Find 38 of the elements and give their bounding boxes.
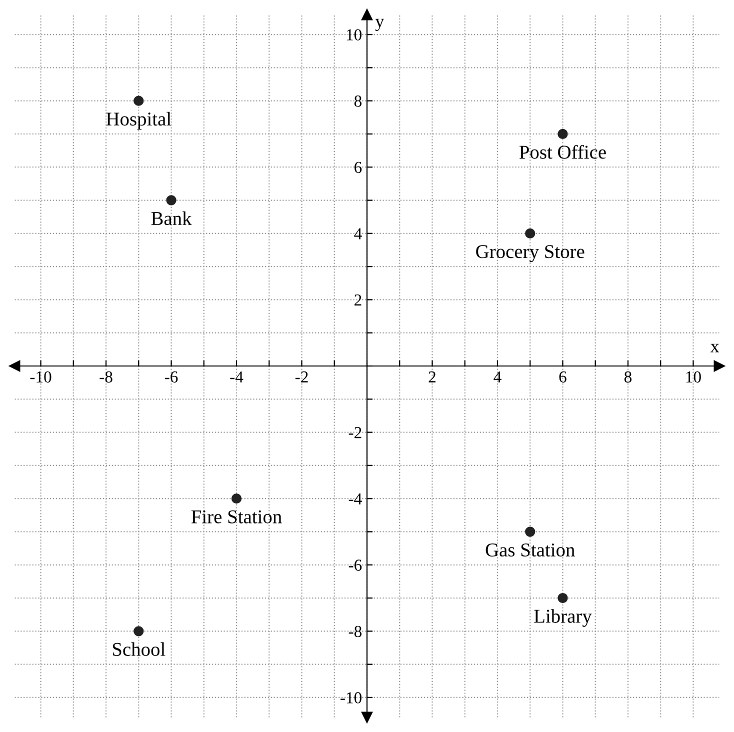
annotation: Bank xyxy=(151,211,192,226)
point xyxy=(166,195,176,206)
x-tick-label: 2 xyxy=(428,371,436,382)
point xyxy=(134,626,144,636)
x-tick-label: -4 xyxy=(230,371,244,382)
y-axis-title: y xyxy=(375,18,384,32)
y-tick-label: 10 xyxy=(346,29,362,40)
annotation: Fire Station xyxy=(191,510,282,524)
annotation: Gas Station xyxy=(486,543,575,557)
x-tick-label: 8 xyxy=(624,371,632,383)
point xyxy=(558,128,568,140)
y-tick-label: 6 xyxy=(354,162,362,174)
y-tick-label: 8 xyxy=(354,96,362,107)
annotation: School xyxy=(112,642,166,656)
x-tick-label: -8 xyxy=(100,371,112,383)
y-tick-label: -10 xyxy=(340,692,362,704)
x-tick-label: 4 xyxy=(494,371,502,382)
y-tick-label: -6 xyxy=(348,560,362,571)
point xyxy=(134,96,144,106)
y-tick-label: 4 xyxy=(354,228,362,240)
point xyxy=(231,494,242,504)
y-tick-label: 2 xyxy=(354,294,362,306)
x-tick-label: 10 xyxy=(686,371,701,383)
annotation: Hospital xyxy=(106,112,172,130)
x-tick-label: 6 xyxy=(559,371,566,383)
x-tick-label: -6 xyxy=(164,371,178,383)
point xyxy=(558,592,568,604)
y-tick-label: -2 xyxy=(348,427,362,438)
x-tick-label: -2 xyxy=(295,371,308,382)
annotation: Grocery Store xyxy=(476,245,584,262)
x-axis-title: x xyxy=(710,344,720,352)
y-tick-label: -8 xyxy=(348,626,362,638)
annotation: Post Office xyxy=(519,144,606,159)
x-tick-label: -10 xyxy=(30,371,52,383)
y-tick-label: -4 xyxy=(348,493,362,504)
annotation: Library xyxy=(534,609,592,627)
point xyxy=(525,228,536,238)
point xyxy=(525,526,536,537)
